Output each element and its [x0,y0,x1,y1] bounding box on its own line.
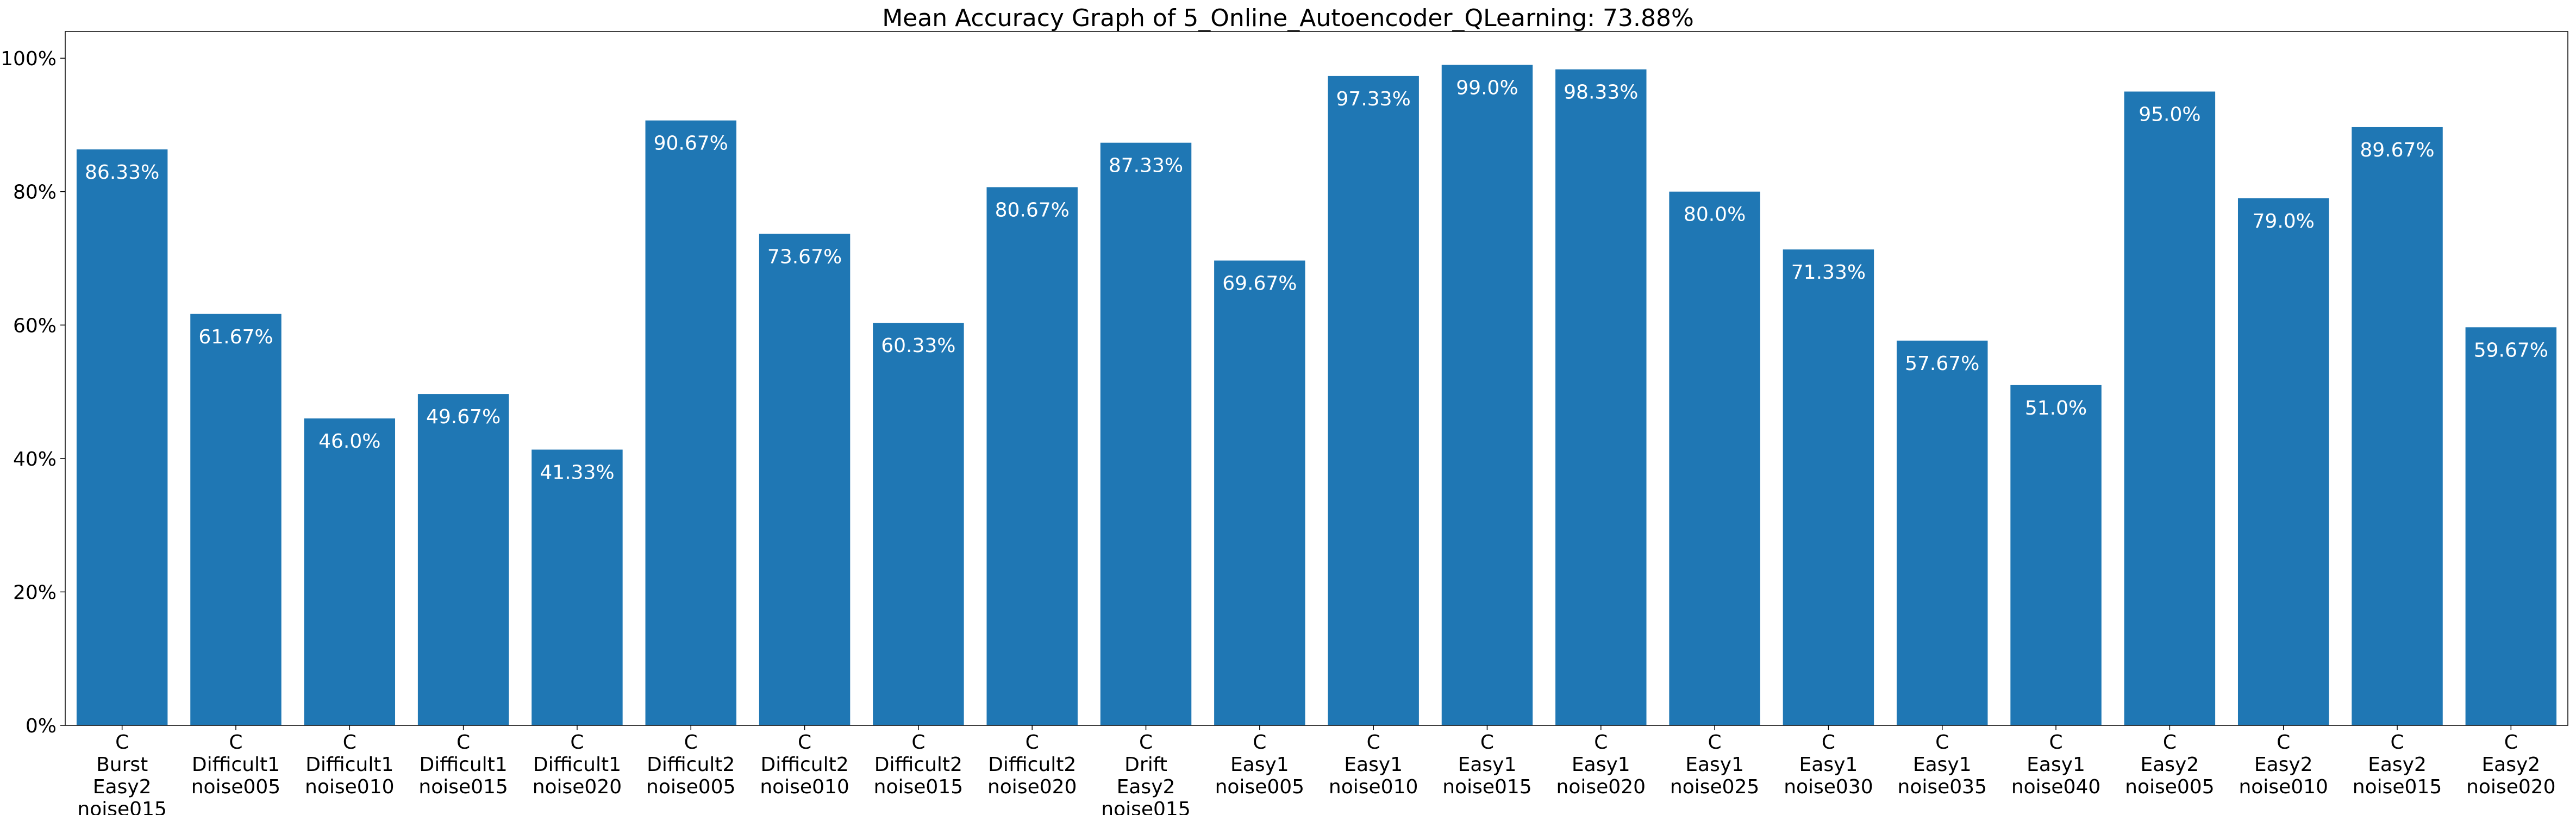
bar-value-label: 80.0% [1684,204,1746,226]
bar-9 [1100,142,1192,725]
x-tick-label: C Easy2 noise015 [2353,731,2442,798]
y-tick-label: 80% [13,181,57,204]
bar-5 [645,120,736,726]
x-tick-label: C Difficult1 noise015 [418,731,508,798]
y-axis: 0% 20% 40% 60% 80% 100% [1,48,65,737]
bar-value-label: 79.0% [2253,210,2315,233]
bar-6 [759,234,851,726]
bar-value-label: 41.33% [540,462,614,484]
bar-value-label: 57.67% [1905,353,1979,375]
bar-value-label: 99.0% [1456,77,1518,99]
bar-17 [2010,385,2102,725]
bar-value-label: 73.67% [767,246,842,268]
bars-group: 86.33% 61.67% 46.0% 49.67% 41.33% 90.67% 73.67… [76,65,2557,726]
bar-0 [76,149,168,725]
x-tick-label: C Difficult1 noise005 [191,731,280,798]
bar-value-label: 60.33% [881,335,955,357]
bar-value-label: 87.33% [1109,155,1183,177]
bar-12 [1441,65,1533,725]
x-tick-label: C Burst Easy2 noise015 [77,731,166,815]
bar-value-label: 46.0% [318,430,380,453]
bar-18 [2124,91,2216,725]
bar-value-label: 59.67% [2474,339,2548,361]
bar-value-label: 61.67% [198,326,273,348]
bar-value-label: 89.67% [2360,139,2434,161]
bar-21 [2465,327,2557,725]
x-tick-label: C Difficult2 noise020 [987,731,1077,798]
chart-title: Mean Accuracy Graph of 5_Online_Autoenco… [882,4,1694,32]
bar-10 [1214,260,1305,725]
bar-1 [190,314,282,725]
y-tick-label: 60% [13,315,57,337]
bar-value-label: 49.67% [426,406,501,428]
bar-16 [1897,340,1988,725]
y-tick-label: 0% [26,715,57,737]
x-tick-label: C Easy1 noise025 [1670,731,1759,798]
bar-19 [2237,198,2329,725]
x-tick-label: C Easy2 noise010 [2239,731,2328,798]
bar-value-label: 86.33% [85,161,159,184]
x-tick-label: C Easy2 noise020 [2466,731,2555,798]
bar-8 [986,187,1078,726]
x-tick-label: C Difficult2 noise015 [874,731,963,798]
x-tick-label: C Easy1 noise010 [1329,731,1418,798]
bar-11 [1328,76,1419,725]
y-tick-label: 20% [13,581,57,604]
bar-7 [873,323,964,725]
bar-value-label: 95.0% [2139,104,2200,126]
bar-value-label: 71.33% [1791,261,1866,284]
bar-13 [1555,69,1647,725]
bar-3 [417,394,509,725]
x-tick-label: C Easy1 noise015 [1442,731,1531,798]
y-tick-label: 100% [1,48,57,70]
x-tick-label: C Easy1 noise040 [2011,731,2100,798]
x-tick-label: C Difficult2 noise010 [760,731,849,798]
x-tick-label: C Easy1 noise035 [1898,731,1987,798]
bar-value-label: 90.67% [654,133,728,155]
x-tick-label: C Difficult1 noise020 [533,731,622,798]
bar-14 [1669,191,1760,725]
bar-15 [1783,249,1874,725]
bar-value-label: 69.67% [1222,273,1297,295]
x-axis: C Burst Easy2 noise015 C Difficult1 noise005 C D… [77,725,2556,815]
bar-value-label: 80.67% [995,199,1070,221]
bar-2 [304,418,396,725]
x-tick-label: C Easy1 noise005 [1215,731,1304,798]
bar-20 [2352,127,2443,726]
x-tick-label: C Easy2 noise005 [2125,731,2214,798]
x-tick-label: C Difficult2 noise005 [646,731,735,798]
x-tick-label: C Easy1 noise030 [1784,731,1873,798]
x-tick-label: C Easy1 noise020 [1556,731,1646,798]
bar-value-label: 97.33% [1336,88,1411,110]
y-tick-label: 40% [13,448,57,471]
bar-value-label: 98.33% [1564,82,1638,104]
x-tick-label: C Difficult1 noise010 [305,731,394,798]
bar-value-label: 51.0% [2025,397,2087,419]
bar-4 [532,449,623,725]
plot-frame [65,31,2568,726]
x-tick-label: C Drift Easy2 noise015 [1101,731,1190,815]
